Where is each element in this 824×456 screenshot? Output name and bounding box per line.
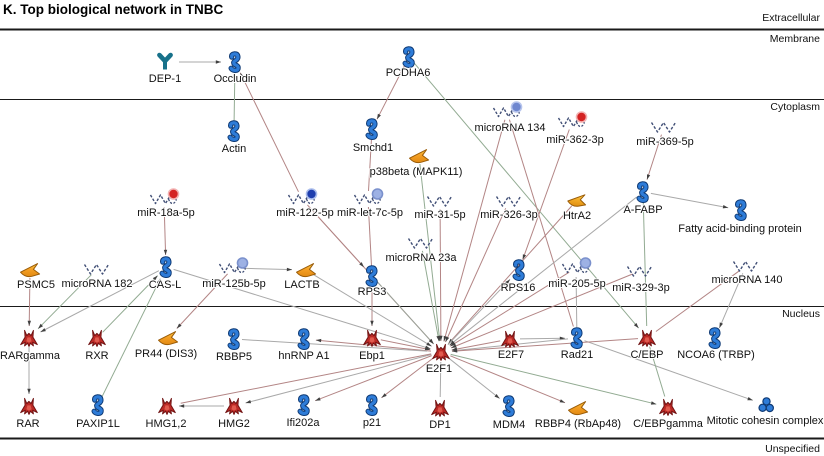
svg-text:Membrane: Membrane xyxy=(770,33,820,45)
svg-text:PR44 (DIS3): PR44 (DIS3) xyxy=(135,348,197,360)
svg-text:miR-125b-5p: miR-125b-5p xyxy=(202,278,266,290)
svg-text:K. Top biological network in T: K. Top biological network in TNBC xyxy=(3,2,223,17)
svg-text:microRNA 182: microRNA 182 xyxy=(62,278,133,290)
svg-text:RPS3: RPS3 xyxy=(358,286,387,298)
svg-text:miR-122-5p: miR-122-5p xyxy=(276,207,333,219)
svg-text:miR-326-3p: miR-326-3p xyxy=(480,209,537,221)
svg-text:Ifi202a: Ifi202a xyxy=(286,417,320,429)
svg-text:RPS16: RPS16 xyxy=(501,282,536,294)
svg-text:A-FABP: A-FABP xyxy=(623,204,662,216)
svg-text:Fatty acid-binding protein: Fatty acid-binding protein xyxy=(678,223,802,235)
svg-text:DEP-1: DEP-1 xyxy=(149,73,181,85)
svg-text:Mitotic cohesin complex: Mitotic cohesin complex xyxy=(707,415,824,427)
svg-text:miR-329-3p: miR-329-3p xyxy=(612,282,669,294)
svg-text:DP1: DP1 xyxy=(429,419,450,431)
svg-text:Unspecified: Unspecified xyxy=(765,443,820,455)
svg-text:HMG2: HMG2 xyxy=(218,418,250,430)
svg-text:Rad21: Rad21 xyxy=(561,349,593,361)
svg-text:microRNA 23a: microRNA 23a xyxy=(386,252,458,264)
svg-text:E2F1: E2F1 xyxy=(426,363,452,375)
svg-text:Extracellular: Extracellular xyxy=(762,12,820,24)
svg-text:miR-18a-5p: miR-18a-5p xyxy=(137,207,194,219)
svg-text:C/EBPgamma: C/EBPgamma xyxy=(633,418,704,430)
svg-text:LACTB: LACTB xyxy=(284,279,319,291)
svg-text:PSMC5: PSMC5 xyxy=(17,279,55,291)
svg-text:Ebp1: Ebp1 xyxy=(359,350,385,362)
svg-text:p21: p21 xyxy=(363,417,381,429)
svg-text:Actin: Actin xyxy=(222,143,246,155)
svg-text:MDM4: MDM4 xyxy=(493,419,525,431)
svg-text:NCOA6 (TRBP): NCOA6 (TRBP) xyxy=(677,349,755,361)
svg-text:CAS-L: CAS-L xyxy=(149,279,181,291)
svg-text:RBBP5: RBBP5 xyxy=(216,351,252,363)
svg-text:p38beta (MAPK11): p38beta (MAPK11) xyxy=(370,166,463,178)
svg-text:C/EBP: C/EBP xyxy=(630,349,663,361)
svg-text:PCDHA6: PCDHA6 xyxy=(386,67,431,79)
svg-text:RAR: RAR xyxy=(16,418,39,430)
svg-text:miR-let-7c-5p: miR-let-7c-5p xyxy=(337,207,403,219)
svg-text:Smchd1: Smchd1 xyxy=(353,142,393,154)
svg-text:hnRNP A1: hnRNP A1 xyxy=(278,350,329,362)
svg-text:Occludin: Occludin xyxy=(214,73,257,85)
svg-text:miR-31-5p: miR-31-5p xyxy=(414,209,465,221)
svg-text:PAXIP1L: PAXIP1L xyxy=(76,418,120,430)
svg-text:RARgamma: RARgamma xyxy=(0,350,61,362)
svg-text:E2F7: E2F7 xyxy=(498,349,524,361)
svg-text:HMG1,2: HMG1,2 xyxy=(146,418,187,430)
svg-text:miR-205-5p: miR-205-5p xyxy=(548,278,605,290)
svg-text:Nucleus: Nucleus xyxy=(782,308,820,320)
svg-text:HtrA2: HtrA2 xyxy=(563,210,591,222)
svg-text:RBBP4 (RbAp48): RBBP4 (RbAp48) xyxy=(535,418,621,430)
svg-text:microRNA 134: microRNA 134 xyxy=(475,122,546,134)
svg-text:miR-362-3p: miR-362-3p xyxy=(546,134,603,146)
svg-text:microRNA 140: microRNA 140 xyxy=(712,274,783,286)
svg-text:RXR: RXR xyxy=(85,350,108,362)
svg-text:Cytoplasm: Cytoplasm xyxy=(770,101,820,113)
svg-text:miR-369-5p: miR-369-5p xyxy=(636,136,693,148)
